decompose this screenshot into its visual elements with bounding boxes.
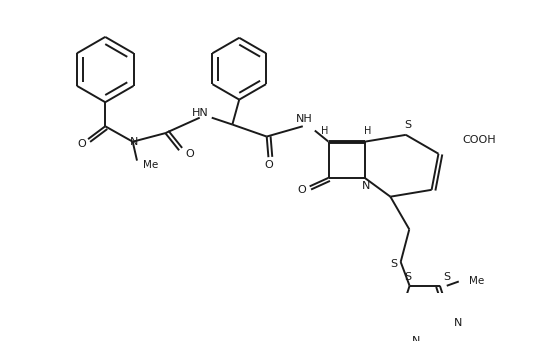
- Text: N: N: [362, 181, 371, 191]
- Text: O: O: [264, 160, 273, 170]
- Text: HN: HN: [192, 107, 209, 118]
- Text: S: S: [404, 120, 411, 130]
- Text: O: O: [185, 149, 194, 159]
- Text: N: N: [454, 318, 462, 328]
- Text: O: O: [298, 185, 306, 195]
- Text: S: S: [390, 259, 397, 269]
- Text: H: H: [320, 127, 328, 136]
- Text: H: H: [364, 127, 371, 136]
- Text: N: N: [412, 336, 421, 341]
- Text: Me: Me: [469, 277, 485, 286]
- Text: N: N: [130, 137, 138, 147]
- Text: O: O: [78, 139, 86, 149]
- Text: S: S: [404, 272, 411, 282]
- Text: NH: NH: [296, 114, 313, 124]
- Text: COOH: COOH: [462, 135, 496, 145]
- Text: Me: Me: [143, 160, 158, 170]
- Text: S: S: [443, 272, 450, 282]
